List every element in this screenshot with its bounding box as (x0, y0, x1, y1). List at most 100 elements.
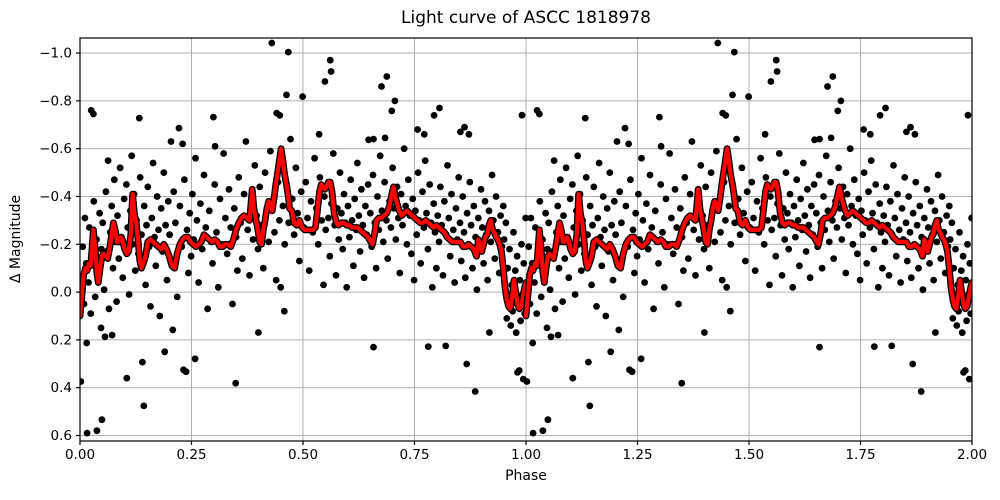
scatter-point (161, 348, 169, 356)
scatter-point (822, 152, 830, 160)
y-tick-label: −0.4 (39, 189, 72, 205)
scatter-point (772, 252, 780, 260)
scatter-point (613, 138, 621, 145)
scatter-point (606, 169, 614, 177)
scatter-point (123, 181, 130, 188)
scatter-point (810, 181, 818, 188)
scatter-point (958, 329, 966, 337)
scatter-point (500, 236, 508, 243)
scatter-point (403, 240, 411, 248)
scatter-point (767, 78, 775, 85)
scatter-point (176, 202, 184, 210)
scatter-point (907, 123, 914, 131)
scatter-point (147, 303, 154, 310)
scatter-point (790, 202, 798, 210)
scatter-point (610, 197, 618, 205)
scatter-point (700, 245, 708, 253)
scatter-point (222, 214, 229, 222)
scatter-point (139, 358, 146, 366)
scatter-point (571, 291, 579, 298)
scatter-point (478, 224, 486, 231)
scatter-point (452, 205, 460, 212)
scatter-point (714, 39, 722, 47)
scatter-point (657, 181, 665, 188)
scatter-point (192, 154, 199, 162)
scatter-point (296, 257, 303, 265)
scatter-point (916, 202, 924, 210)
scatter-point (109, 264, 117, 272)
scatter-point (842, 269, 850, 277)
scatter-point (210, 113, 217, 121)
scatter-point (949, 315, 957, 322)
scatter-point (193, 217, 201, 224)
scatter-point (885, 272, 893, 279)
scatter-point (562, 164, 570, 172)
scatter-point (643, 200, 650, 208)
scatter-point (554, 202, 562, 210)
scatter-point (869, 209, 876, 217)
scatter-point (374, 193, 381, 200)
scatter-point (115, 255, 123, 262)
scatter-point (506, 245, 513, 253)
scatter-point (512, 329, 520, 337)
scatter-point (80, 378, 85, 385)
scatter-point (125, 291, 133, 298)
scatter-point (733, 135, 740, 143)
scatter-point (912, 178, 920, 186)
scatter-point (108, 202, 116, 210)
scatter-point (641, 279, 648, 286)
scatter-point (442, 342, 450, 350)
scatter-point (818, 264, 826, 272)
scatter-point (531, 279, 538, 286)
scatter-point (198, 245, 206, 253)
scatter-point (625, 140, 632, 148)
scatter-point (370, 135, 377, 143)
scatter-point (283, 91, 290, 99)
scatter-point (888, 342, 896, 350)
scatter-point (381, 134, 389, 142)
scatter-point (542, 209, 549, 217)
scatter-point (824, 83, 831, 90)
scatter-point (167, 138, 175, 145)
scatter-point (364, 181, 372, 188)
scatter-point (843, 190, 851, 198)
scatter-point (726, 307, 734, 315)
scatter-point (551, 305, 559, 313)
scatter-point (874, 283, 882, 291)
scatter-point (518, 240, 525, 248)
scatter-point (876, 200, 884, 208)
scatter-point (618, 219, 625, 227)
scatter-point (166, 231, 174, 239)
scatter-point (827, 134, 835, 142)
scatter-point (379, 238, 387, 246)
smoothed-line (80, 146, 529, 319)
scatter-point (523, 378, 531, 385)
scatter-point (967, 310, 972, 317)
scatter-point (356, 248, 364, 255)
scatter-point (615, 326, 623, 334)
scatter-point (322, 226, 330, 234)
scatter-point (142, 281, 150, 289)
scatter-point (242, 138, 250, 145)
scatter-point (775, 150, 783, 157)
scatter-point (870, 343, 878, 350)
scatter-point (609, 276, 617, 284)
scatter-point (344, 202, 352, 210)
scatter-point (559, 298, 566, 305)
y-tick-label: 0.2 (51, 332, 72, 348)
scatter-point (485, 207, 493, 215)
scatter-point (957, 267, 965, 274)
scatter-point (666, 150, 673, 157)
smoothed-line (523, 146, 972, 319)
scatter-point (707, 169, 715, 177)
scatter-point (265, 238, 273, 246)
scatter-point (905, 193, 913, 200)
scatter-point (903, 257, 911, 265)
scatter-point (816, 135, 823, 143)
scatter-point (234, 267, 241, 274)
scatter-point (729, 91, 736, 99)
scatter-point (513, 252, 521, 260)
scatter-point (214, 283, 222, 291)
scatter-point (796, 262, 803, 270)
scatter-point (669, 250, 677, 258)
